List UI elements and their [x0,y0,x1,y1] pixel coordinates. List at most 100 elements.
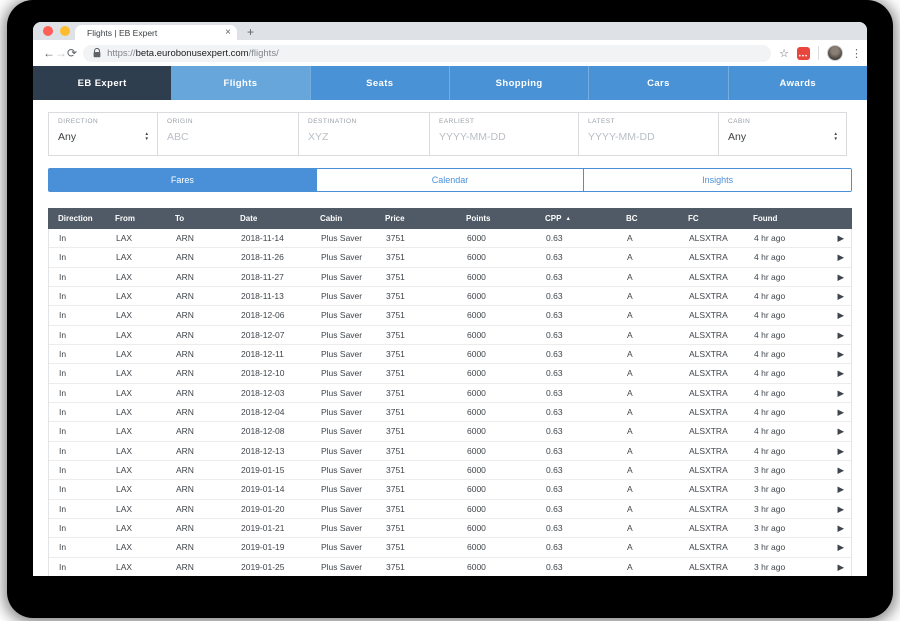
cell-from-link[interactable]: LAX [116,233,133,243]
row-expand-chevron-icon[interactable]: ▶ [837,426,844,437]
table-row[interactable]: In LAX ARN 2018-12-11 Plus Saver 3751 6000 0.63… [49,344,851,365]
cell-to-link[interactable]: ARN [176,387,194,398]
table-row[interactable]: In LAX ARN 2018-12-08 Plus Saver 3751 6000 0.63… [49,422,851,442]
nav-item-shopping[interactable]: Shopping [448,66,589,100]
row-expand-chevron-icon[interactable]: ▶ [837,387,844,398]
cell-to-link[interactable]: ARN [176,368,194,379]
cell-from-link[interactable]: LAX [116,290,133,301]
cell-from-link[interactable]: LAX [116,329,133,340]
cell-to-link[interactable]: ARN [176,484,194,495]
cell-to-link[interactable]: ARN [176,406,194,417]
table-row[interactable]: In LAX ARN 2019-01-15 Plus Saver 3751 6000 0.63… [49,460,851,481]
tab-calendar[interactable]: Calendar [315,169,584,191]
row-expand-chevron-icon[interactable]: ▶ [837,252,844,263]
row-expand-chevron-icon[interactable]: ▶ [837,522,844,533]
table-row[interactable]: In LAX ARN 2018-11-26 Plus Saver 3751 6000 0.63… [49,248,851,268]
table-row[interactable]: In LAX ARN 2018-12-06 Plus Saver 3751 6000 0.63… [49,306,851,326]
cell-to-link[interactable]: ARN [176,503,194,514]
table-row[interactable]: In LAX ARN 2019-01-25 Plus Saver 3751 6000 0.63… [49,557,851,576]
column-header-direction[interactable]: Direction [58,214,93,223]
cell-to-link[interactable]: ARN [176,445,194,456]
column-header-cpp[interactable]: CPP ▲ [545,214,571,223]
nav-item-seats[interactable]: Seats [309,66,449,100]
cell-to-link[interactable]: ARN [176,426,194,437]
cell-from-link[interactable]: LAX [116,348,133,359]
back-icon[interactable]: ← [43,46,55,60]
table-row[interactable]: In LAX ARN 2019-01-20 Plus Saver 3751 6000 0.63… [49,499,851,519]
table-row[interactable]: In LAX ARN 2018-12-04 Plus Saver 3751 6000 0.63… [49,402,851,423]
cell-to-link[interactable]: ARN [176,522,194,533]
table-row[interactable]: In LAX ARN 2018-12-13 Plus Saver 3751 6000 0.63… [49,441,851,461]
cell-from-link[interactable]: LAX [116,464,133,475]
minimize-window-button[interactable] [60,26,70,36]
cell-from-link[interactable]: LAX [116,445,133,456]
row-expand-chevron-icon[interactable]: ▶ [837,503,844,514]
origin-input[interactable] [167,131,290,143]
table-row[interactable]: In LAX ARN 2018-11-27 Plus Saver 3751 6000 0.63… [49,267,851,287]
row-expand-chevron-icon[interactable]: ▶ [837,348,844,359]
cell-from-link[interactable]: LAX [116,387,133,398]
cell-to-link[interactable]: ARN [176,310,194,321]
nav-brand[interactable]: EB Expert [33,66,172,100]
cabin-select[interactable]: Cabin Any ▲ ▼ [718,112,847,156]
cell-to-link[interactable]: ARN [176,329,194,340]
cell-from-link[interactable]: LAX [116,310,133,321]
nav-item-flights[interactable]: Flights [171,66,310,100]
cell-to-link[interactable]: ARN [176,290,194,301]
table-row[interactable]: In LAX ARN 2018-11-13 Plus Saver 3751 6000 0.63… [49,286,851,307]
row-expand-chevron-icon[interactable]: ▶ [837,484,844,495]
cell-from-link[interactable]: LAX [116,484,133,495]
table-row[interactable]: In LAX ARN 2019-01-14 Plus Saver 3751 6000 0.63… [49,480,851,500]
cell-to-link[interactable]: ARN [176,233,194,243]
cell-to-link[interactable]: ARN [176,561,194,572]
reload-icon[interactable]: ⟳ [67,46,78,60]
row-expand-chevron-icon[interactable]: ▶ [837,561,844,572]
cell-to-link[interactable]: ARN [176,271,194,282]
nav-item-awards[interactable]: Awards [727,66,867,100]
column-header-fc[interactable]: FC [688,214,699,223]
cell-from-link[interactable]: LAX [116,561,133,572]
row-expand-chevron-icon[interactable]: ▶ [837,368,844,379]
table-row[interactable]: In LAX ARN 2018-12-07 Plus Saver 3751 6000 0.63… [49,325,851,345]
destination-input[interactable] [308,131,421,143]
cell-from-link[interactable]: LAX [116,368,133,379]
latest-input[interactable] [588,131,710,143]
browser-tab[interactable]: Flights | EB Expert × [75,25,237,40]
row-expand-chevron-icon[interactable]: ▶ [837,233,844,243]
row-expand-chevron-icon[interactable]: ▶ [837,542,844,553]
cell-from-link[interactable]: LAX [116,252,133,263]
table-row[interactable]: In LAX ARN 2019-01-21 Plus Saver 3751 6000 0.63… [49,518,851,539]
extension-icon[interactable]: ••• [796,46,810,60]
cell-to-link[interactable]: ARN [176,348,194,359]
address-bar[interactable]: https://beta.eurobonusexpert.com/flights… [83,44,772,62]
table-row[interactable]: In LAX ARN 2019-01-19 Plus Saver 3751 6000 0.63… [49,538,851,558]
cell-from-link[interactable]: LAX [116,542,133,553]
cell-from-link[interactable]: LAX [116,503,133,514]
browser-menu-icon[interactable]: ⋮ [850,47,862,60]
cell-to-link[interactable]: ARN [176,542,194,553]
column-header-to[interactable]: To [175,214,185,223]
direction-select[interactable]: Direction Any ▲ ▼ [48,112,158,156]
column-header-from[interactable]: From [115,214,135,223]
earliest-input[interactable] [439,131,570,143]
column-header-bc[interactable]: BC [626,214,638,223]
table-row[interactable]: In LAX ARN 2018-12-03 Plus Saver 3751 6000 0.63… [49,383,851,403]
column-header-price[interactable]: Price [385,214,405,223]
new-tab-button[interactable]: + [247,25,255,39]
tab-close-icon[interactable]: × [225,27,231,38]
column-header-found[interactable]: Found [753,214,778,223]
cell-from-link[interactable]: LAX [116,271,133,282]
table-row[interactable]: In LAX ARN 2018-11-14 Plus Saver 3751 6000 0.63… [49,229,851,249]
row-expand-chevron-icon[interactable]: ▶ [837,290,844,301]
tab-fares[interactable]: Fares [49,169,316,191]
forward-icon[interactable]: → [55,46,67,60]
column-header-cabin[interactable]: Cabin [320,214,343,223]
profile-avatar[interactable] [826,45,843,61]
row-expand-chevron-icon[interactable]: ▶ [837,271,844,282]
cell-from-link[interactable]: LAX [116,406,133,417]
table-row[interactable]: In LAX ARN 2018-12-10 Plus Saver 3751 6000 0.63… [49,364,851,384]
close-window-button[interactable] [43,26,53,36]
cell-to-link[interactable]: ARN [176,252,194,263]
column-header-points[interactable]: Points [466,214,491,223]
cell-from-link[interactable]: LAX [116,522,133,533]
